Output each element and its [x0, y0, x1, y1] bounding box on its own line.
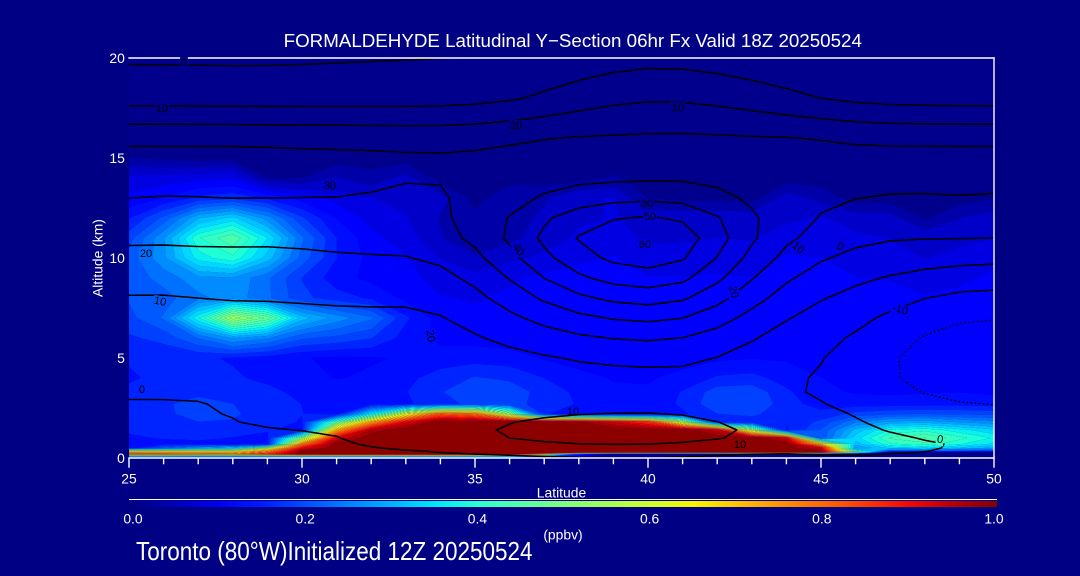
svg-text:20: 20	[109, 50, 125, 66]
svg-text:Toronto (80°W)Initialized 12Z: Toronto (80°W)Initialized 12Z 20250524	[136, 538, 533, 567]
svg-text:-10: -10	[891, 302, 910, 318]
svg-text:10: 10	[153, 295, 168, 309]
svg-text:45: 45	[813, 470, 829, 486]
svg-text:20: 20	[423, 329, 437, 343]
svg-text:1.0: 1.0	[984, 511, 1004, 527]
svg-text:0.6: 0.6	[640, 511, 660, 527]
svg-text:0.8: 0.8	[812, 511, 832, 527]
svg-text:10: 10	[734, 439, 746, 451]
svg-text:0: 0	[181, 57, 187, 69]
svg-text:20: 20	[510, 120, 522, 132]
svg-text:25: 25	[121, 470, 137, 486]
svg-text:0.0: 0.0	[123, 511, 143, 527]
svg-text:0: 0	[936, 433, 944, 446]
svg-text:40: 40	[510, 241, 527, 258]
svg-text:0: 0	[834, 240, 845, 253]
svg-text:10: 10	[109, 250, 125, 266]
svg-text:5: 5	[117, 350, 125, 366]
svg-text:10: 10	[156, 103, 168, 115]
svg-text:Altitude (km): Altitude (km)	[89, 219, 105, 297]
svg-text:0: 0	[139, 384, 145, 396]
svg-text:30: 30	[324, 180, 336, 192]
svg-text:60: 60	[639, 239, 651, 251]
svg-text:40: 40	[640, 470, 656, 486]
svg-text:35: 35	[467, 470, 483, 486]
svg-text:0.4: 0.4	[468, 511, 488, 527]
svg-text:20: 20	[140, 248, 152, 260]
svg-text:50: 50	[644, 211, 656, 223]
svg-text:20: 20	[726, 284, 741, 299]
svg-text:0: 0	[117, 450, 125, 466]
svg-text:FORMALDEHYDE Latitudinal Y−Sec: FORMALDEHYDE Latitudinal Y−Section 06hr …	[284, 30, 862, 51]
svg-text:0.2: 0.2	[296, 511, 316, 527]
svg-text:Latitude: Latitude	[537, 485, 587, 501]
svg-text:50: 50	[986, 470, 1002, 486]
svg-text:(ppbv): (ppbv)	[543, 527, 582, 543]
svg-text:30: 30	[294, 470, 310, 486]
svg-text:10: 10	[672, 102, 684, 114]
svg-text:30: 30	[641, 198, 653, 210]
svg-text:15: 15	[109, 150, 125, 166]
svg-text:10: 10	[567, 406, 579, 418]
